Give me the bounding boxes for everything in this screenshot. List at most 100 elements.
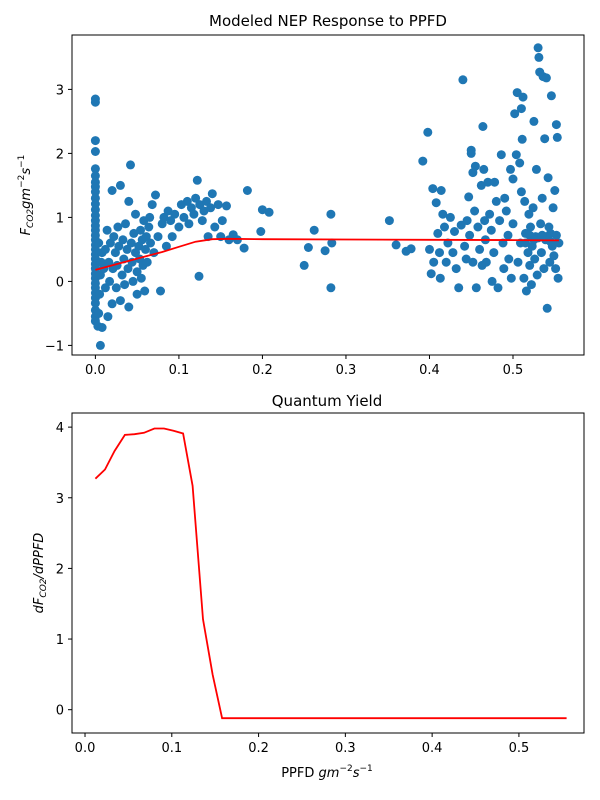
scatter-point [508, 219, 518, 229]
scatter-point [496, 150, 506, 160]
scatter-point [543, 173, 553, 183]
scatter-point [460, 241, 470, 251]
scatter-point [90, 171, 100, 181]
scatter-point [128, 276, 138, 286]
scatter-point [516, 187, 526, 197]
scatter-point [445, 212, 455, 222]
qy-y-ticks: 0 1 2 3 4 [56, 421, 72, 719]
scatter-point [145, 212, 155, 222]
qy-x-axis-label: PPFD gm−2s−1 [281, 764, 373, 781]
scatter-point [111, 283, 121, 293]
scatter-point [113, 222, 123, 232]
scatter-point [464, 192, 474, 202]
scatter-point [197, 216, 207, 226]
scatter-point [546, 237, 556, 247]
y-tick-label: 3 [56, 83, 64, 98]
x-tick-label: 0.3 [336, 363, 357, 378]
scatter-point [210, 222, 220, 232]
scatter-point [191, 193, 201, 203]
scatter-point [156, 286, 165, 296]
scatter-point [451, 264, 461, 274]
scatter-point [207, 189, 217, 199]
scatter-point [503, 230, 513, 240]
scatter-point [114, 241, 124, 251]
qy-chart-title: Quantum Yield [272, 392, 383, 410]
nep-fit-line [95, 237, 559, 271]
scatter-point [468, 257, 478, 267]
scatter-point [520, 196, 530, 206]
scatter-point [478, 122, 488, 131]
scatter-point [506, 164, 515, 174]
scatter-point [450, 227, 459, 236]
scatter-point [423, 127, 433, 137]
scatter-point [159, 212, 169, 222]
nep-chart-title: Modeled NEP Response to PPFD [209, 12, 447, 30]
scatter-point [540, 134, 550, 144]
scatter-point [486, 225, 496, 235]
scatter-point [100, 244, 110, 254]
scatter-point [481, 257, 491, 267]
y-tick-label: 1 [56, 633, 64, 648]
qy-plot-area [72, 413, 584, 733]
scatter-point [103, 312, 113, 322]
y-tick-label: 2 [56, 562, 64, 577]
scatter-point [480, 216, 490, 226]
scatter-point [513, 257, 523, 267]
scatter-point [326, 283, 336, 293]
scatter-point [104, 257, 114, 267]
scatter-point [519, 273, 529, 283]
scatter-point [90, 187, 100, 197]
y-tick-label: 2 [56, 147, 64, 162]
scatter-point [146, 238, 155, 248]
scatter-point [485, 209, 495, 219]
scatter-point [528, 203, 538, 213]
scatter-point [436, 186, 446, 195]
scatter-point [167, 232, 177, 242]
qy-series-line [94, 427, 567, 720]
scatter-point [105, 276, 115, 286]
scatter-point [132, 289, 142, 299]
scatter-point [90, 147, 100, 156]
scatter-point [90, 164, 100, 174]
scatter-point [141, 244, 150, 254]
scatter-point [147, 200, 157, 210]
scatter-point [107, 186, 117, 195]
scatter-point [518, 92, 528, 102]
scatter-point [529, 116, 539, 126]
scatter-point [465, 230, 475, 240]
scatter-point [534, 52, 544, 62]
y-tick-label: 4 [56, 421, 64, 436]
scatter-point [493, 283, 503, 293]
scatter-point [473, 222, 483, 232]
qy-x-ticks: 0.0 0.1 0.2 0.3 0.4 0.5 [75, 733, 529, 756]
scatter-point [153, 232, 163, 242]
scatter-point [184, 219, 194, 229]
scatter-point [536, 248, 546, 258]
scatter-point [115, 180, 125, 190]
scatter-point [95, 289, 105, 299]
scatter-point [151, 190, 160, 200]
scatter-point [320, 246, 330, 256]
scatter-point [510, 109, 520, 119]
scatter-point [458, 75, 468, 85]
scatter-point [431, 198, 441, 208]
scatter-point [195, 200, 205, 210]
scatter-point [217, 216, 227, 226]
scatter-point [129, 228, 139, 238]
scatter-point [144, 222, 154, 232]
scatter-point [466, 148, 476, 158]
scatter-point [553, 273, 563, 283]
scatter-point [126, 160, 135, 170]
scatter-point [131, 209, 140, 219]
nep-y-ticks: −1 0 1 2 3 [45, 83, 72, 354]
scatter-point [122, 244, 132, 254]
scatter-point [532, 270, 542, 280]
scatter-point [222, 201, 231, 211]
scatter-point [142, 257, 152, 267]
scatter-point [491, 196, 501, 206]
scatter-point [124, 302, 134, 312]
x-tick-label: 0.5 [503, 363, 524, 378]
x-tick-label: 0.4 [422, 741, 443, 756]
scatter-point [548, 203, 558, 213]
scatter-point [206, 203, 216, 213]
